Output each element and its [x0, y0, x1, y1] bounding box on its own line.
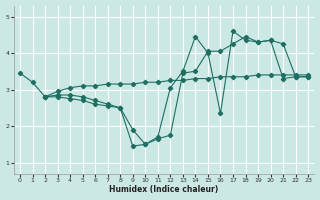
X-axis label: Humidex (Indice chaleur): Humidex (Indice chaleur) [109, 185, 219, 194]
